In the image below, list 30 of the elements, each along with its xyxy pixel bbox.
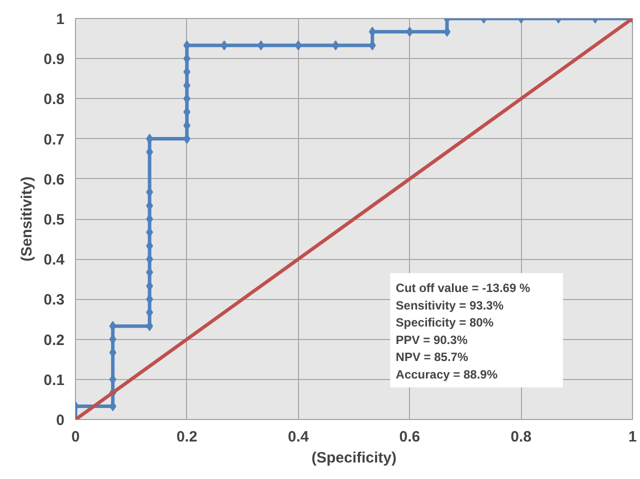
point: [406, 26, 414, 37]
x-tick-label: 0: [71, 428, 80, 446]
y-tick-label: 0.1: [44, 372, 65, 389]
y-tick-label: 0: [56, 412, 64, 429]
x-tick-label: 0.8: [510, 428, 532, 446]
y-tick-label: 0.5: [44, 212, 65, 228]
annotation: Specificity = 80%: [396, 316, 494, 330]
y-tick-label: 0.4: [44, 252, 66, 269]
x-tick-label: 0.6: [399, 428, 420, 446]
point: [332, 40, 340, 50]
annotation: PPV = 90.3%: [396, 332, 468, 347]
y-axis-title: (Sensitivity): [18, 176, 36, 262]
annotation: Accuracy = 88.9%: [396, 367, 498, 382]
x-tick-label: 1: [628, 428, 637, 446]
y-tick-label: 0.7: [44, 131, 65, 148]
point: [294, 40, 302, 50]
y-tick-label: 0.6: [44, 171, 65, 188]
annotation: Cut off value = -13.69 %: [396, 281, 530, 296]
y-tick-label: 0.3: [44, 292, 65, 309]
x-tick-label: 0.4: [288, 428, 310, 446]
point: [257, 40, 264, 50]
point: [220, 40, 228, 50]
y-tick-label: 0.8: [44, 91, 65, 108]
annotation: NPV = 85.7%: [396, 350, 468, 364]
x-axis-title: (Specificity): [311, 450, 397, 466]
annotation: Sensitivity = 93.3%: [396, 298, 504, 312]
x-tick-label: 0.2: [176, 428, 198, 446]
y-tick-label: 1: [56, 11, 64, 28]
y-tick-label: 0.9: [44, 51, 65, 68]
y-tick-label: 0.2: [44, 332, 65, 349]
